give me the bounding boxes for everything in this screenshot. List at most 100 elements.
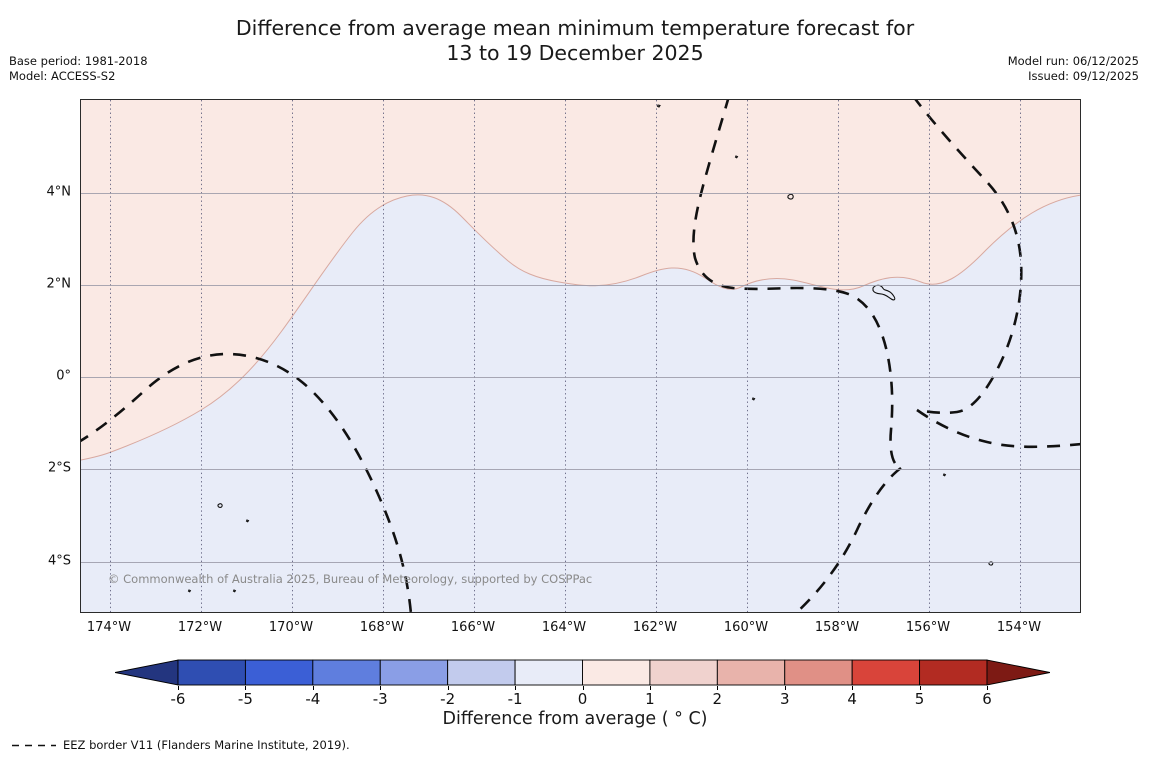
model-run-text: Model run: 06/12/2025 [1007,54,1139,68]
colorbar-segment [919,659,988,686]
eez-border-east-tail [916,408,1080,449]
atoll-10 [942,473,947,477]
x-axis-label: 168°W [359,620,405,635]
colorbar-tick [582,686,584,690]
eez-border-south-central [795,466,902,612]
colorbar-gradient [115,659,1050,686]
colorbar-tick [515,686,517,690]
gridline-longitude [292,100,293,612]
gridline-longitude [1020,100,1021,612]
coastline-layer [187,104,994,593]
colorbar-segment [177,659,246,686]
colorbar-tick [852,686,854,690]
colorbar-tick [245,686,247,690]
colorbar-segment [649,659,718,686]
colorbar-segment [514,659,583,686]
atoll-9 [988,561,994,566]
gridline-longitude [929,100,930,612]
gridline-longitude [383,100,384,612]
atoll-3 [787,193,794,200]
x-axis-label: 160°W [723,620,769,635]
colorbar-tick [717,686,719,690]
eez-border-central [692,100,902,470]
colorbar-segment [851,659,921,686]
x-axis-label: 164°W [541,620,587,635]
x-axis-label: 172°W [177,620,223,635]
colorbar-tick-label: 5 [914,690,925,708]
map-canvas: © Commonwealth of Australia 2025, Bureau… [81,100,1080,612]
y-axis-label: 0° [56,368,71,384]
gridline-longitude [838,100,839,612]
region-above-average [81,100,1080,460]
colorbar-under-arrow [115,659,179,686]
colorbar-segment [312,659,381,686]
colorbar-tick [784,686,786,690]
colorbar-tick-label: 2 [712,690,723,708]
colorbar-tick [380,686,382,690]
gridline-latitude [81,285,1080,286]
x-axis-label: 158°W [814,620,860,635]
y-axis-label: 2°N [46,276,72,292]
map-plot-area[interactable]: © Commonwealth of Australia 2025, Bureau… [80,99,1081,613]
atoll-1 [656,104,661,108]
colorbar-tick-label: -3 [372,690,388,708]
colorbar-tick-label: 1 [645,690,655,708]
colorbar-segment [244,659,314,686]
y-axis-tick [80,285,81,286]
colorbar-segment [582,659,651,686]
colorbar-segment [379,659,449,686]
gridline-longitude [110,100,111,612]
footer-legend: EEZ border V11 (Flanders Marine Institut… [10,738,350,752]
colorbar-segment [716,659,786,686]
colorbar-tick-label: 4 [847,690,857,708]
colorbar-tick [919,686,921,690]
y-axis-tick [80,562,81,563]
x-axis-label: 154°W [996,620,1042,635]
atoll-8 [232,589,237,593]
x-axis-label: 174°W [86,620,132,635]
atoll-kiritimati [872,284,896,301]
gridline-longitude [474,100,475,612]
y-axis-label: 4°N [46,184,72,200]
colorbar-tick [447,686,449,690]
colorbar-segment [447,659,516,686]
metadata-right: Model run: 06/12/2025 Issued: 09/12/2025 [1008,54,1139,83]
gridline-longitude [747,100,748,612]
atoll-6 [245,519,250,523]
anomaly-fill-layer [81,100,1080,612]
colorbar-tick [649,686,651,690]
colorbar-tick-label: -2 [440,690,456,708]
footer-text: EEZ border V11 (Flanders Marine Institut… [63,738,350,752]
eez-border-east [914,100,1023,415]
atoll-5 [217,503,223,508]
x-axis-label: 170°W [268,620,314,635]
eez-border-layer [81,100,1080,612]
gridline-longitude [201,100,202,612]
y-axis-label: 4°S [47,553,71,569]
gridline-latitude [81,469,1080,470]
y-axis-label: 2°S [47,460,71,476]
metadata-left: Base period: 1981-2018 Model: ACCESS-S2 [9,54,148,83]
atoll-2 [734,155,739,159]
colorbar-tick [987,686,988,690]
gridline-latitude [81,193,1080,194]
colorbar-tick [312,686,314,690]
colorbar-tick-label: -5 [237,690,253,708]
gridline-longitude [656,100,657,612]
colorbar-tick-label: -4 [305,690,321,708]
colorbar-tick-label: -6 [170,690,186,708]
contour-zero-line [81,194,1080,461]
colorbar [115,659,1050,686]
atoll-7 [187,589,192,593]
x-axis-label: 166°W [450,620,496,635]
y-axis-tick [80,377,81,378]
page-title: Difference from average mean minimum tem… [235,16,915,65]
gridline-longitude [565,100,566,612]
colorbar-tick-label: 3 [779,690,790,708]
atoll-4 [751,397,756,401]
copyright-watermark: © Commonwealth of Australia 2025, Bureau… [108,572,593,586]
eez-dash-sample-icon [12,744,56,746]
colorbar-title: Difference from average ( ° C) [442,709,708,729]
colorbar-tick-label: 6 [982,690,992,708]
x-axis-label: 162°W [632,620,678,635]
